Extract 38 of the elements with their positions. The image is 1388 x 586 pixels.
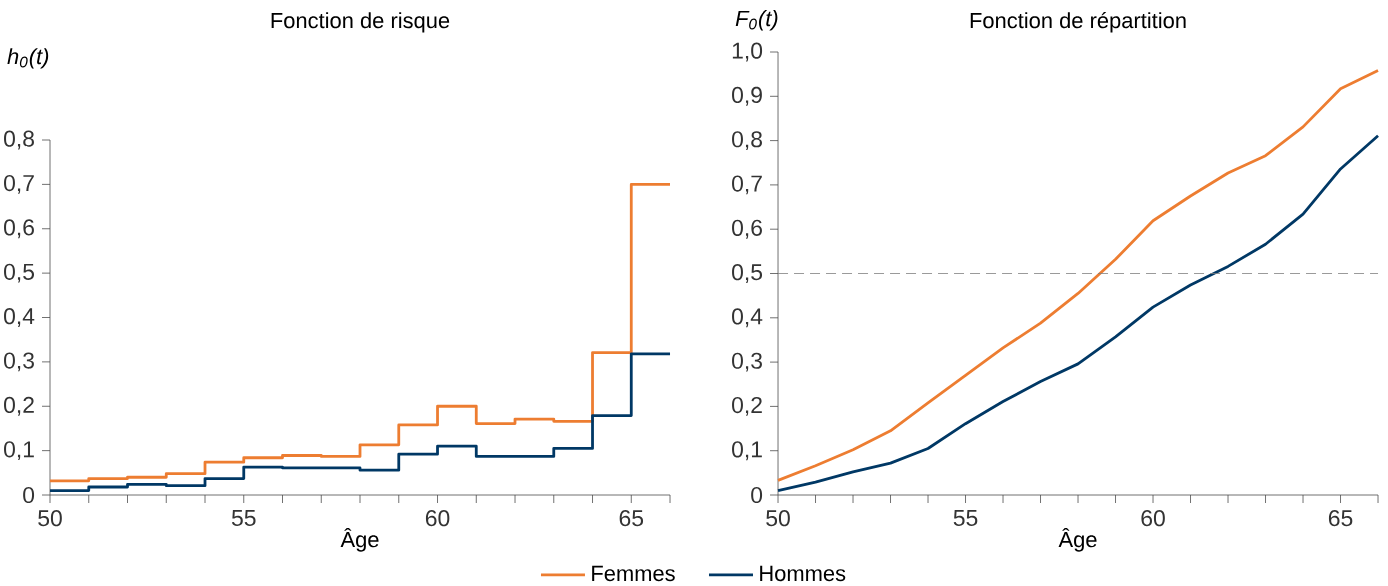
y-tick-label: 0,6 <box>4 219 34 239</box>
y-tick-label: 0,8 <box>732 131 762 151</box>
legend-label: Hommes <box>760 565 846 582</box>
y-tick-label: 0,2 <box>732 396 762 416</box>
chart-title: Fonction de répartition <box>970 11 1186 33</box>
y-tick-label: 0,9 <box>732 86 762 106</box>
x-axis-title: Âge <box>340 527 379 552</box>
y-tick-label: 1,0 <box>732 42 763 62</box>
y-tick-label: 0,4 <box>4 308 35 327</box>
y-tick-label: 0,1 <box>732 441 762 461</box>
x-tick-label: 55 <box>953 510 978 527</box>
x-tick-label: 60 <box>1141 510 1165 527</box>
y-tick-label: 0,1 <box>4 441 34 461</box>
y-tick-label: 0,8 <box>4 130 34 150</box>
y-axis-title: F$_{0}$(t) <box>735 10 778 31</box>
x-axis-title: Âge <box>1058 527 1097 552</box>
x-tick-label: 65 <box>1328 510 1353 527</box>
y-tick-label: 0,3 <box>4 352 34 372</box>
y-tick-label: 0,7 <box>4 174 34 194</box>
y-tick-label: 0,5 <box>732 264 763 283</box>
x-tick-label: 60 <box>425 510 450 527</box>
y-tick-label: 0,7 <box>732 175 762 195</box>
y-tick-label: 0,6 <box>732 219 762 239</box>
y-tick-label: 0,3 <box>732 352 762 372</box>
line-series <box>776 69 1380 482</box>
y-tick-label: 0 <box>23 486 35 504</box>
y-axis-title: h$_{0}$(t) <box>7 48 49 69</box>
x-tick-label: 50 <box>766 510 790 527</box>
x-tick-label: 50 <box>38 510 62 527</box>
legend-label: Femmes <box>592 565 675 582</box>
y-tick-label: 0,2 <box>4 396 34 416</box>
y-tick-label: 0,4 <box>732 308 763 328</box>
x-tick-label: 55 <box>231 510 256 527</box>
line-series <box>776 134 1380 492</box>
x-tick-label: 65 <box>619 510 644 527</box>
y-tick-label: 0 <box>751 486 763 504</box>
y-tick-label: 0,5 <box>4 263 35 283</box>
chart-title: Fonction de risque <box>271 12 450 33</box>
